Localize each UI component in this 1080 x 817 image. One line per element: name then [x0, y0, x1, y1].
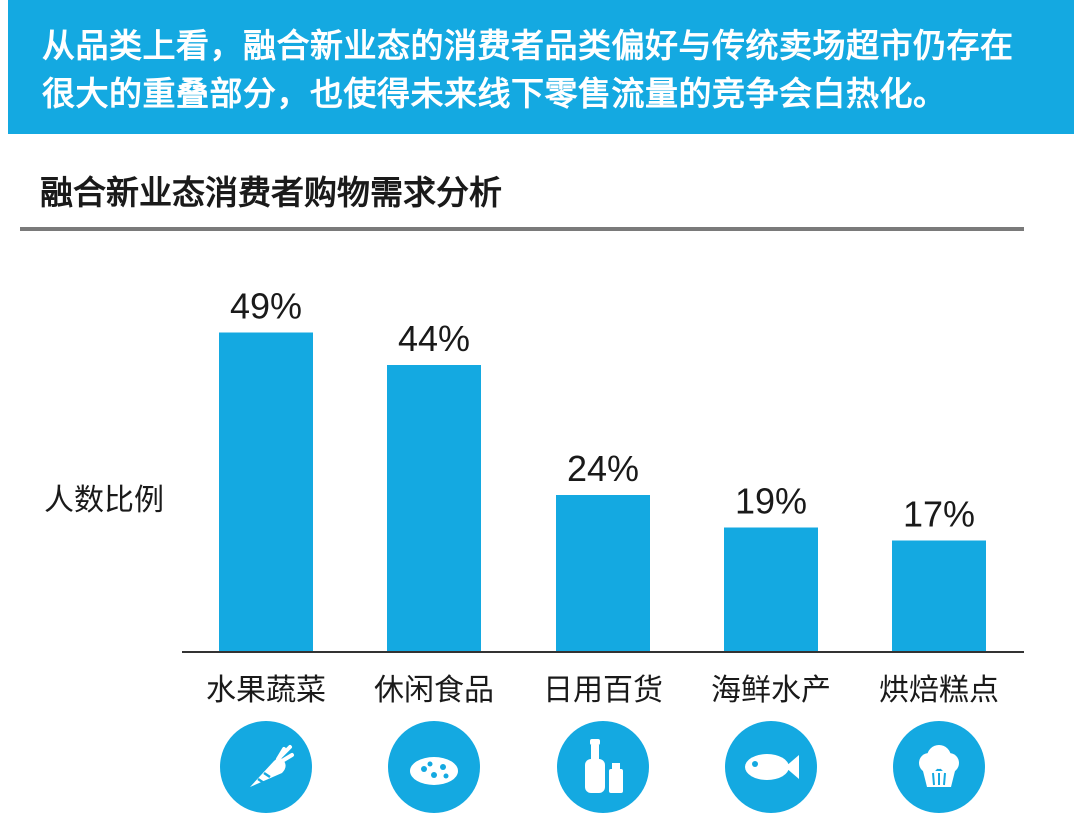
- bar: [556, 495, 650, 651]
- cookie-icon: [388, 721, 480, 813]
- title-divider: [20, 227, 1024, 231]
- headline-line-2: 很大的重叠部分，也使得未来线下零售流量的竞争会白热化。: [42, 74, 947, 113]
- category-label: 海鲜水产: [711, 673, 831, 708]
- category-label: 休闲食品: [374, 673, 494, 708]
- chart-title: 融合新业态消费者购物需求分析: [40, 173, 502, 212]
- value-label: 44%: [398, 318, 470, 359]
- bar: [892, 540, 986, 651]
- headline-banner: 从品类上看，融合新业态的消费者品类偏好与传统卖场超市仍存在 很大的重叠部分，也使…: [8, 0, 1074, 134]
- headline-line-1: 从品类上看，融合新业态的消费者品类偏好与传统卖场超市仍存在: [42, 26, 1014, 65]
- cupcake-icon: [893, 721, 985, 813]
- bar: [724, 527, 818, 651]
- y-axis-label: 人数比例: [44, 483, 164, 518]
- category-label: 水果蔬菜: [206, 673, 326, 708]
- bar: [387, 365, 481, 651]
- bar: [219, 332, 313, 651]
- category-label: 烘焙糕点: [879, 673, 999, 708]
- fish-icon: [725, 721, 817, 813]
- value-label: 17%: [903, 494, 975, 535]
- value-label: 24%: [567, 448, 639, 489]
- category-label: 日用百货: [543, 673, 663, 708]
- bottles-icon: [557, 721, 649, 813]
- carrot-icon: [220, 721, 312, 813]
- value-label: 49%: [230, 286, 302, 327]
- value-label: 19%: [735, 481, 807, 522]
